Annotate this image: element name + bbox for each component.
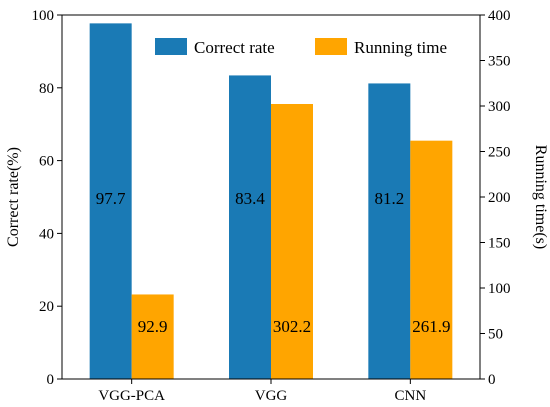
bar-correct-rate-cnn — [368, 83, 411, 379]
legend-label-running-time: Running time — [354, 38, 447, 57]
right-tick-label: 100 — [488, 281, 511, 297]
right-tick-label: 300 — [488, 99, 511, 115]
data-labels-layer: 97.7 92.9 83.4 302.2 81.2 261.9 — [96, 189, 451, 336]
data-label-running-time-cnn: 261.9 — [412, 317, 450, 336]
x-axis: VGG-PCA VGG CNN — [98, 379, 426, 404]
bar-correct-rate-vgg-pca — [89, 23, 132, 379]
right-tick-label: 200 — [488, 190, 511, 206]
data-label-correct-rate-vgg: 83.4 — [235, 189, 265, 208]
right-tick-label: 0 — [488, 372, 496, 388]
bars-layer — [89, 23, 453, 380]
right-axis: 0 50 100 150 200 250 300 350 400 — [480, 8, 511, 388]
legend-label-correct-rate: Correct rate — [194, 38, 275, 57]
legend-swatch-running-time — [315, 38, 347, 55]
left-axis: 0 20 40 60 80 100 — [32, 8, 62, 388]
x-tick-label-vgg-pca: VGG-PCA — [98, 388, 165, 404]
data-label-running-time-vgg-pca: 92.9 — [138, 317, 168, 336]
right-axis-label: Running time(s) — [532, 145, 549, 249]
left-axis-label: Correct rate(%) — [5, 147, 22, 247]
left-tick-label: 40 — [39, 226, 54, 242]
bar-correct-rate-vgg — [229, 75, 271, 379]
left-tick-label: 80 — [39, 81, 54, 97]
legend-swatch-correct-rate — [155, 38, 187, 55]
left-tick-label: 100 — [32, 8, 55, 24]
right-tick-label: 350 — [488, 54, 511, 70]
bar-running-time-vgg — [271, 103, 313, 380]
bar-running-time-cnn — [410, 140, 453, 379]
bar-running-time-vgg-pca — [131, 294, 174, 379]
left-tick-label: 60 — [39, 154, 54, 170]
x-tick-label-cnn: CNN — [394, 388, 426, 404]
x-tick-label-vgg: VGG — [255, 388, 288, 404]
right-tick-label: 250 — [488, 145, 511, 161]
legend: Correct rate Running time — [155, 38, 447, 57]
right-tick-label: 150 — [488, 236, 511, 252]
data-label-correct-rate-cnn: 81.2 — [374, 189, 404, 208]
left-tick-label: 0 — [47, 372, 55, 388]
left-tick-label: 20 — [39, 299, 54, 315]
data-label-running-time-vgg: 302.2 — [273, 317, 311, 336]
right-tick-label: 50 — [488, 327, 503, 343]
right-tick-label: 400 — [488, 8, 511, 24]
data-label-correct-rate-vgg-pca: 97.7 — [96, 189, 126, 208]
